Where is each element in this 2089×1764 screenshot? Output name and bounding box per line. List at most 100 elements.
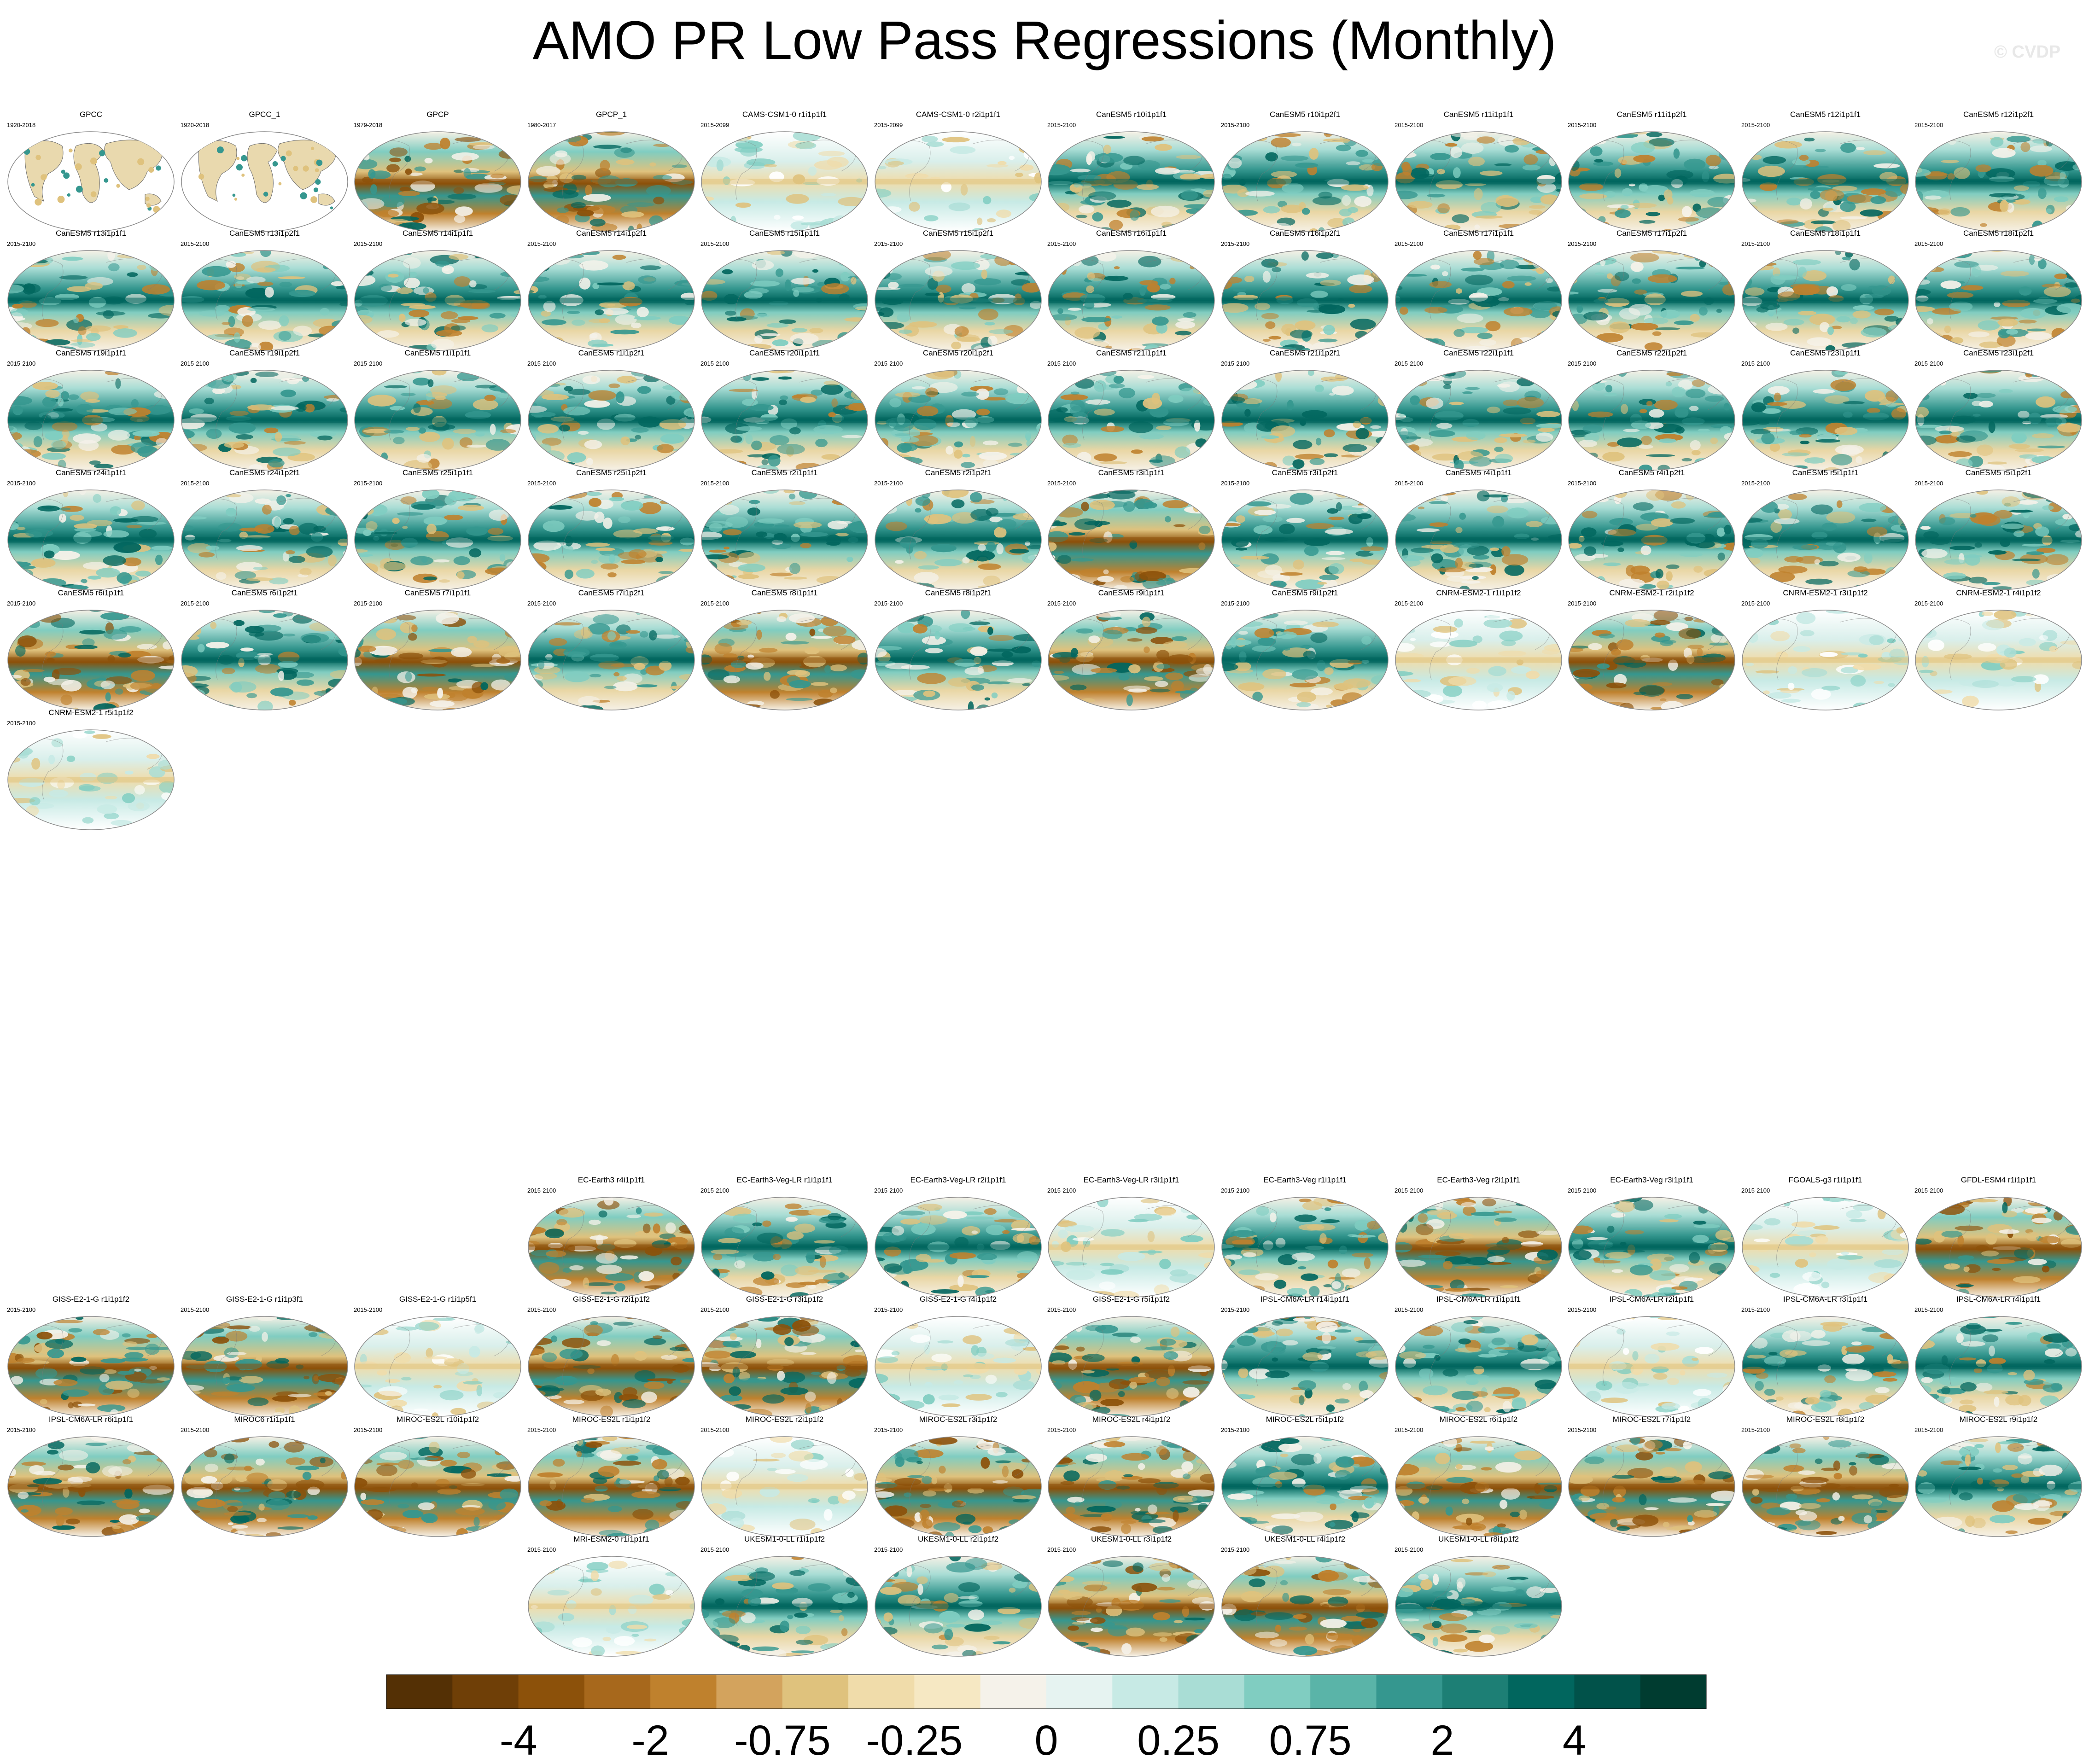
colorbar-swatch (914, 1675, 981, 1709)
panel-title: MIROC-ES2L r7i1p1f2 (1613, 1415, 1691, 1424)
map-panel: CanESM5 r10i1p1f1 2015-2100 (1047, 110, 1215, 232)
panel-years: 2015-2100 (7, 1426, 35, 1433)
panel-title: MIROC-ES2L r10i1p1f2 (397, 1415, 479, 1424)
panel-title: CanESM5 r2i1p1f1 (752, 468, 818, 477)
colorbar-swatch (1376, 1675, 1443, 1709)
watermark: © CVDP (1994, 42, 2061, 62)
colorbar-swatch (452, 1675, 519, 1709)
panel-title: CanESM5 r11i1p2f1 (1617, 110, 1687, 119)
panel-title: CanESM5 r10i1p2f1 (1270, 110, 1340, 119)
panel-years: 2015-2100 (1395, 122, 1423, 128)
panel-years: 2015-2100 (354, 240, 382, 247)
panel-title: UKESM1-0-LL r1i1p1f2 (744, 1535, 825, 1543)
map-anomaly-pattern (701, 1316, 868, 1416)
map-anomaly-pattern (181, 490, 348, 590)
panel-years: 2015-2100 (1221, 122, 1249, 128)
map-anomaly-pattern (701, 132, 868, 232)
panel-title: GPCP (426, 110, 449, 119)
panel-years: 2015-2100 (1221, 1546, 1249, 1553)
land-outlines (198, 140, 336, 210)
map-panel: CanESM5 r13i1p1f1 2015-2100 (7, 229, 175, 351)
map-panel: GISS-E2-1-G r5i1p1f2 2015-2100 (1047, 1295, 1215, 1417)
panel-title: FGOALS-g3 r1i1p1f1 (1789, 1176, 1862, 1184)
panel-years: 2015-2100 (1047, 360, 1076, 367)
panel-title: IPSL-CM6A-LR r2i1p1f1 (1610, 1295, 1694, 1304)
panel-years: 2015-2100 (354, 1426, 382, 1433)
panel-years: 2015-2100 (1914, 1187, 1943, 1194)
panel-title: GISS-E2-1-G r1i1p1f2 (53, 1295, 129, 1304)
map-anomaly-pattern (1742, 610, 1908, 710)
panel-title: CNRM-ESM2-1 r1i1p1f2 (1436, 588, 1521, 597)
panel-title: CanESM5 r2i1p2f1 (925, 468, 992, 477)
panel-title: CanESM5 r15i1p2f1 (923, 229, 993, 238)
panel-title: IPSL-CM6A-LR r6i1p1f1 (49, 1415, 133, 1424)
panel-years: 2015-2100 (874, 360, 903, 367)
map-anomaly-pattern (1048, 1316, 1214, 1416)
panel-title: UKESM1-0-LL r3i1p1f2 (1091, 1535, 1172, 1543)
panel-title: CanESM5 r3i1p2f1 (1272, 468, 1338, 477)
colorbar-swatch (1574, 1675, 1641, 1709)
panel-years: 2015-2100 (1047, 1187, 1076, 1194)
map-anomaly-pattern (355, 1437, 521, 1537)
panel-years: 2015-2100 (1395, 1546, 1423, 1553)
panel-years: 2015-2100 (1741, 480, 1770, 487)
panel-title: CanESM5 r18i1p2f1 (1963, 229, 2034, 238)
colorbar-tick-label: -0.75 (734, 1717, 831, 1764)
panel-title: CanESM5 r24i1p1f1 (56, 468, 126, 477)
map-panel: CanESM5 r5i1p1f1 2015-2100 (1741, 468, 1909, 590)
panel-title: CanESM5 r14i1p1f1 (403, 229, 473, 238)
panel-years: 2015-2100 (874, 1306, 903, 1313)
panel-title: CanESM5 r1i1p2f1 (578, 349, 645, 357)
panel-title: EC-Earth3-Veg-LR r1i1p1f1 (737, 1176, 833, 1184)
panel-years: 2015-2100 (1741, 360, 1770, 367)
panel-title: CNRM-ESM2-1 r5i1p1f2 (48, 708, 133, 717)
map-panel: GISS-E2-1-G r1i1p5f1 2015-2100 (354, 1295, 521, 1417)
map-panel: MIROC-ES2L r4i1p1f2 2015-2100 (1047, 1415, 1215, 1537)
map-anomaly-pattern (1742, 1437, 1908, 1537)
panel-years: 2015-2100 (1568, 240, 1596, 247)
panel-years: 2015-2100 (700, 240, 729, 247)
colorbar-swatch (650, 1675, 717, 1709)
panel-title: CanESM5 r13i1p2f1 (229, 229, 300, 238)
panel-years: 2015-2100 (181, 240, 209, 247)
map-panel: IPSL-CM6A-LR r14i1p1f1 2015-2100 (1221, 1295, 1389, 1417)
colorbar-swatch (1244, 1675, 1311, 1709)
panel-title: GISS-E2-1-G r5i1p1f2 (1093, 1295, 1170, 1304)
map-anomaly-pattern (875, 250, 1041, 350)
map-panel: EC-Earth3-Veg r2i1p1f1 2015-2100 (1395, 1176, 1562, 1298)
panel-years: 2015-2100 (1395, 1426, 1423, 1433)
panel-title: UKESM1-0-LL r8i1p1f2 (1438, 1535, 1519, 1543)
panel-years: 2015-2100 (527, 1426, 556, 1433)
panel-title: UKESM1-0-LL r4i1p1f2 (1265, 1535, 1345, 1543)
map-panel: EC-Earth3-Veg-LR r1i1p1f1 2015-2100 (700, 1176, 868, 1298)
panel-title: CanESM5 r23i1p2f1 (1963, 349, 2034, 357)
panel-title: EC-Earth3 r4i1p1f1 (578, 1176, 645, 1184)
colorbar-tick-label: -0.25 (866, 1717, 963, 1764)
colorbar-swatch (1508, 1675, 1575, 1709)
panel-title: EC-Earth3-Veg-LR r2i1p1f1 (910, 1176, 1006, 1184)
map-panel: IPSL-CM6A-LR r6i1p1f1 2015-2100 (7, 1415, 175, 1537)
panel-title: CanESM5 r19i1p2f1 (229, 349, 300, 357)
panel-title: CanESM5 r15i1p1f1 (749, 229, 820, 238)
map-anomaly-pattern (1569, 490, 1735, 590)
panel-title: MIROC-ES2L r4i1p1f2 (1092, 1415, 1170, 1424)
panel-title: EC-Earth3-Veg r3i1p1f1 (1610, 1176, 1693, 1184)
panel-title: GISS-E2-1-G r1i1p3f1 (226, 1295, 303, 1304)
panel-years: 2015-2100 (354, 600, 382, 607)
colorbar-swatch (386, 1675, 453, 1709)
map-panel: CanESM5 r16i1p2f1 2015-2100 (1221, 229, 1389, 351)
panel-years: 2015-2100 (1395, 480, 1423, 487)
panel-years: 2015-2100 (1914, 122, 1943, 128)
map-panel: GISS-E2-1-G r1i1p3f1 2015-2100 (181, 1295, 348, 1417)
colorbar-tick-label: 4 (1563, 1717, 1586, 1764)
panel-years: 2015-2100 (1395, 360, 1423, 367)
panel-title: CanESM5 r20i1p2f1 (923, 349, 993, 357)
colorbar-swatch (1640, 1675, 1707, 1709)
panel-years: 2015-2100 (1568, 480, 1596, 487)
panel-years: 2015-2100 (1741, 240, 1770, 247)
colorbar-swatch (1046, 1675, 1113, 1709)
panel-title: CanESM5 r10i1p1f1 (1096, 110, 1167, 119)
panel-title: CanESM5 r25i1p1f1 (403, 468, 473, 477)
panel-title: GPCC (80, 110, 102, 119)
